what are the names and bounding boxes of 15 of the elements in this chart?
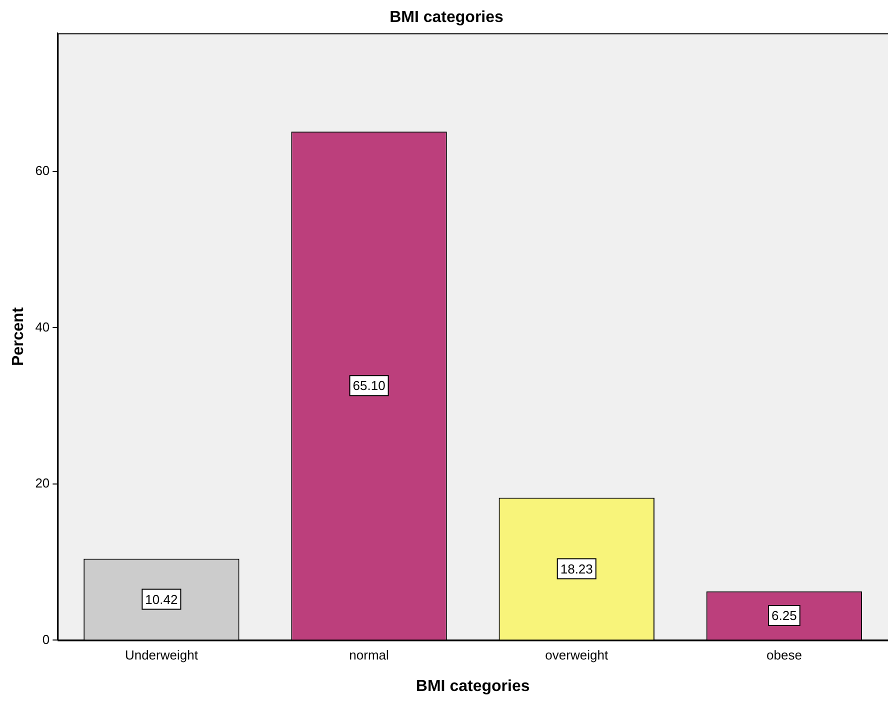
y-tick-label: 60 [35,163,50,178]
x-tick-label: obese [766,648,802,663]
data-label: 6.25 [772,608,797,624]
x-axis-title: BMI categories [416,678,530,695]
data-label: 10.42 [145,592,178,607]
chart-title: BMI categories [390,9,504,26]
x-tick-label: overweight [545,648,608,663]
x-tick-label: normal [349,648,390,663]
x-tick-label: Underweight [124,648,198,663]
data-label: 18.23 [560,561,593,576]
y-tick-label: 0 [42,632,50,647]
y-axis-title: Percent [10,306,28,366]
y-tick-label: 20 [35,476,50,491]
data-label: 65.10 [352,378,386,394]
y-tick-label: 40 [35,319,50,334]
